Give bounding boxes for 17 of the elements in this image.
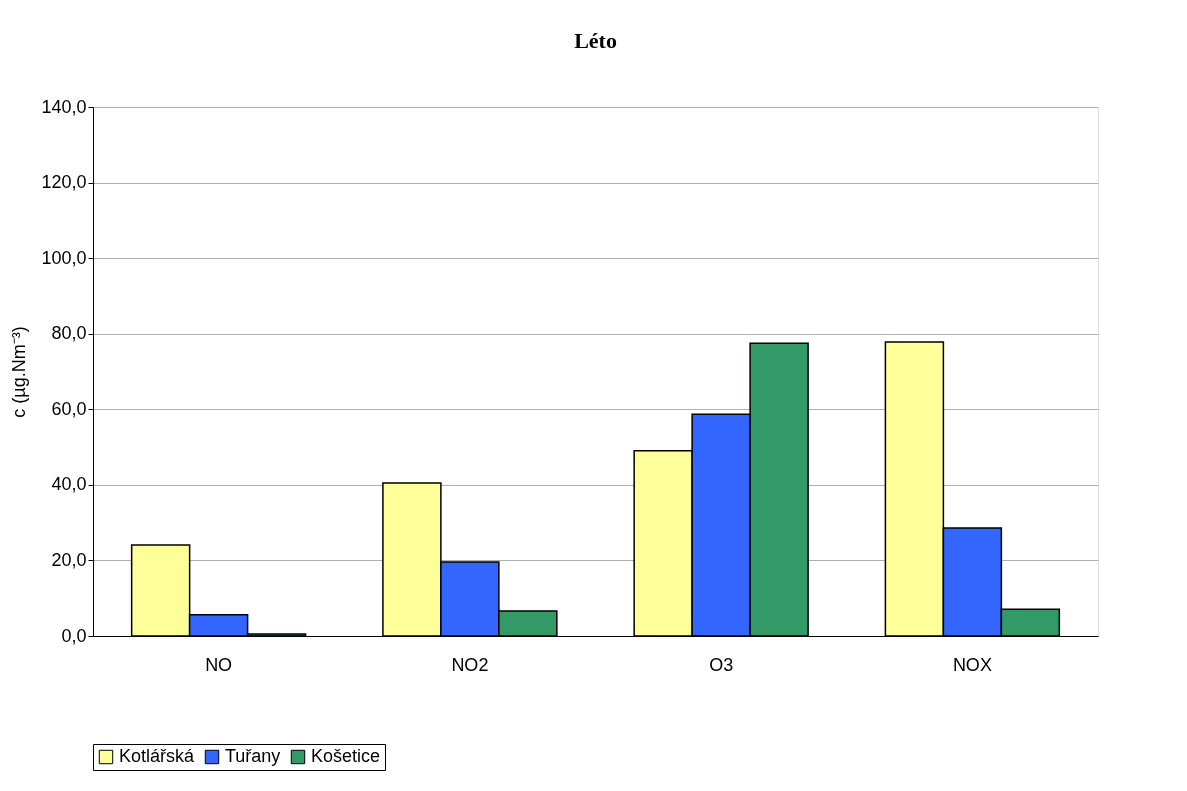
y-tick-label: 140,0 [41,96,87,117]
x-tick-label: NO [205,654,233,675]
y-tick-label: 40,0 [51,474,87,495]
x-tick-label: O3 [709,654,734,675]
y-tick-label: 120,0 [41,172,87,193]
legend-label: Košetice [311,746,381,766]
y-tick-label: 0,0 [61,625,87,646]
x-tick-label: NOX [952,654,992,675]
y-tick-label: 100,0 [41,247,87,268]
legend-label: Kotlářská [119,746,196,766]
y-tick-label: 60,0 [51,398,87,419]
y-tick-label: 80,0 [51,323,87,344]
y-tick-label: 20,0 [51,549,87,570]
x-tick-label: NO2 [451,654,489,675]
legend-label: Tuřany [225,746,281,766]
chart-title: Léto [574,28,617,53]
y-axis-title: c (µg.Nm⁻³) [9,326,30,418]
